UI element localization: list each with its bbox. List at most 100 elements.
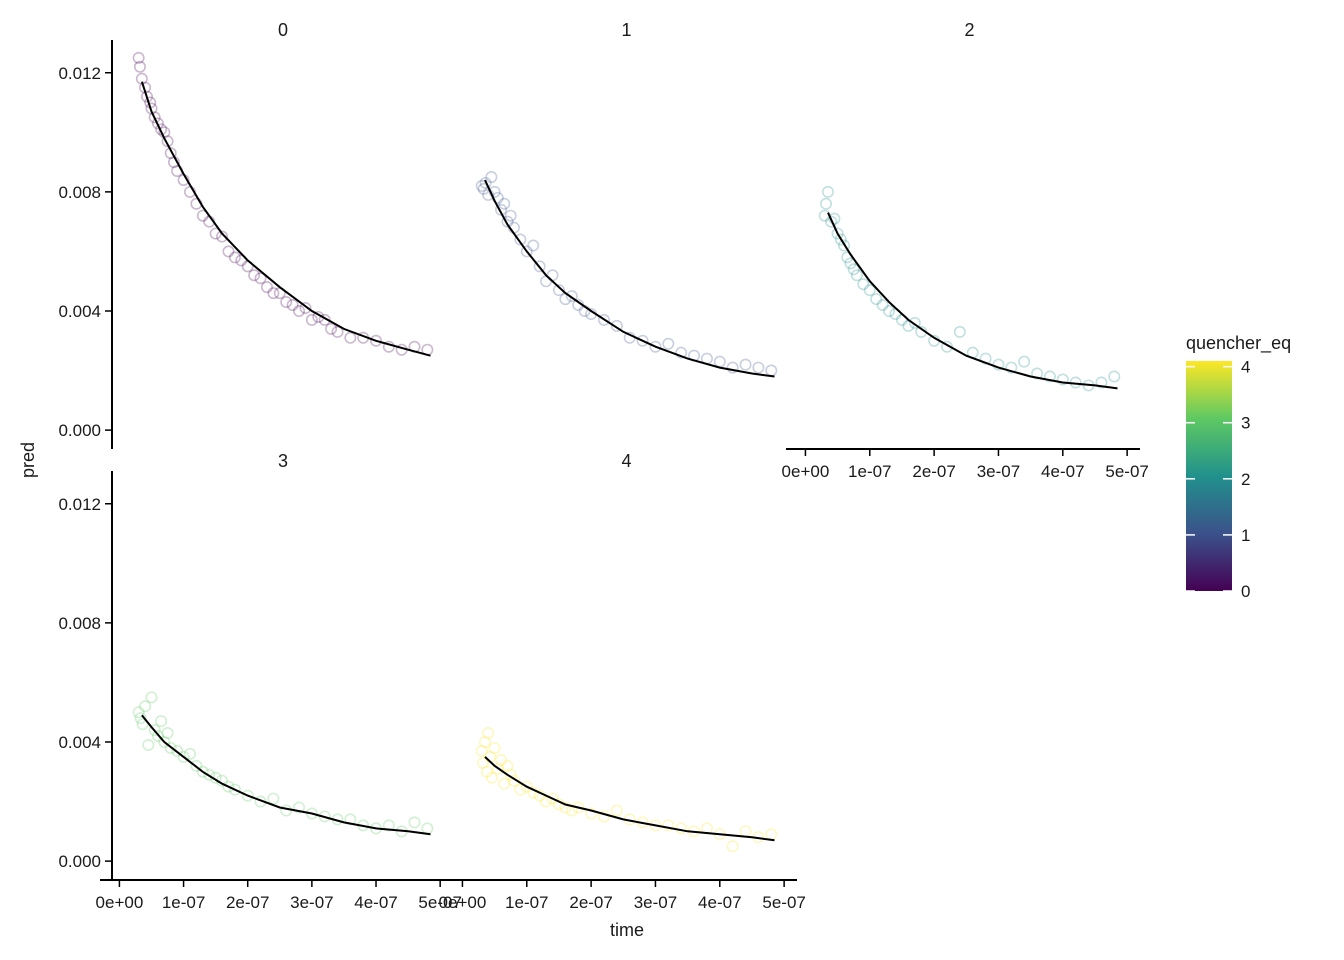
- legend-tick-label: 4: [1241, 358, 1250, 377]
- fit-line: [484, 756, 775, 842]
- y-tick-label: 0.008: [58, 183, 101, 202]
- data-point: [552, 284, 565, 297]
- data-point: [478, 735, 491, 748]
- data-point: [421, 822, 434, 835]
- data-point: [662, 819, 675, 832]
- data-point: [209, 227, 222, 240]
- data-point: [155, 123, 168, 136]
- data-point: [134, 712, 147, 725]
- legend-ticks: 0 1 2 3 4: [1186, 358, 1250, 601]
- data-point: [863, 284, 876, 297]
- data-point: [408, 816, 421, 829]
- legend-colorbar: [1186, 361, 1232, 591]
- data-point: [908, 316, 921, 329]
- x-tick-label: 0e+00: [96, 893, 144, 912]
- data-point: [1043, 370, 1056, 383]
- data-point: [222, 780, 235, 793]
- x-tick-label: 0e+00: [439, 893, 487, 912]
- data-point: [857, 278, 870, 291]
- data-point: [142, 738, 155, 751]
- data-point: [504, 768, 517, 781]
- x-tick-label: 5e-07: [418, 893, 461, 912]
- data-point: [222, 245, 235, 258]
- facet-label-4: 4: [621, 451, 631, 471]
- data-point: [151, 730, 164, 743]
- data-point: [480, 765, 493, 778]
- data-point: [299, 302, 312, 315]
- data-point: [675, 346, 688, 359]
- data-point: [520, 245, 533, 258]
- x-tick-label: 4e-07: [354, 893, 397, 912]
- data-point: [139, 700, 152, 713]
- data-point: [504, 209, 517, 222]
- fit-line: [141, 714, 431, 836]
- y-tick-label: 0.012: [58, 495, 101, 514]
- y-tick-label: 0.008: [58, 614, 101, 633]
- data-point: [228, 783, 241, 796]
- data-point: [183, 747, 196, 760]
- data-point: [1031, 367, 1044, 380]
- x-tick-label: 4e-07: [698, 893, 741, 912]
- legend-tick-label: 3: [1241, 414, 1250, 433]
- panel-0: 0 0.000 0.004 0.008 0.012: [58, 20, 434, 449]
- data-point: [498, 197, 511, 210]
- data-point: [479, 176, 492, 189]
- legend-tick-label: 2: [1241, 470, 1250, 489]
- data-point: [177, 750, 190, 763]
- data-point: [136, 718, 149, 731]
- y-tick-label: 0.000: [58, 421, 101, 440]
- data-point: [370, 334, 383, 347]
- data-point: [133, 60, 146, 73]
- fit-line: [827, 212, 1118, 390]
- data-point: [831, 227, 844, 240]
- data-point: [546, 792, 559, 805]
- x-tick-label: 3e-07: [977, 462, 1020, 481]
- data-point: [475, 744, 488, 757]
- data-point: [883, 304, 896, 317]
- x-tick-label: 2e-07: [226, 893, 269, 912]
- fit-line: [484, 179, 775, 378]
- data-point: [151, 117, 164, 130]
- x-tick-label: 5e-07: [1105, 462, 1148, 481]
- data-point: [610, 804, 623, 817]
- data-point: [739, 358, 752, 371]
- data-point: [662, 337, 675, 350]
- data-point: [820, 197, 833, 210]
- data-point: [482, 727, 495, 740]
- data-point: [344, 331, 357, 344]
- data-point: [870, 293, 883, 306]
- x-tick-label: 1e-07: [505, 893, 548, 912]
- data-point: [514, 233, 527, 246]
- data-point: [739, 825, 752, 838]
- data-point: [132, 706, 145, 719]
- data-point: [132, 51, 145, 64]
- data-point: [267, 792, 280, 805]
- facet-panels: 0 0.000 0.004 0.008 0.012 1 2 0e+00 1e-07 2e-07 3e…: [58, 20, 1148, 912]
- data-point: [164, 741, 177, 754]
- data-point: [495, 753, 508, 766]
- data-point: [507, 774, 520, 787]
- data-point: [286, 299, 299, 312]
- data-point: [148, 724, 161, 737]
- data-point: [636, 334, 649, 347]
- data-point: [825, 215, 838, 228]
- data-point: [209, 771, 222, 784]
- x-tick-label: 3e-07: [290, 893, 333, 912]
- x-tick-label: 1e-07: [848, 462, 891, 481]
- data-point: [527, 239, 540, 252]
- x-tick-label: 2e-07: [912, 462, 955, 481]
- data-point: [834, 233, 847, 246]
- data-point: [325, 322, 338, 335]
- data-point: [675, 822, 688, 835]
- data-point: [161, 135, 174, 148]
- data-point: [141, 90, 154, 103]
- panel-4: 4 0e+00 1e-07 2e-07 3e-07 4e-07 5e-07: [439, 451, 806, 912]
- data-point: [305, 313, 318, 326]
- data-point: [267, 287, 280, 300]
- data-point: [161, 727, 174, 740]
- data-point: [280, 296, 293, 309]
- data-point: [585, 807, 598, 820]
- color-legend: quencher_eq 0 1 2 3 4: [1186, 333, 1291, 601]
- data-point: [514, 783, 527, 796]
